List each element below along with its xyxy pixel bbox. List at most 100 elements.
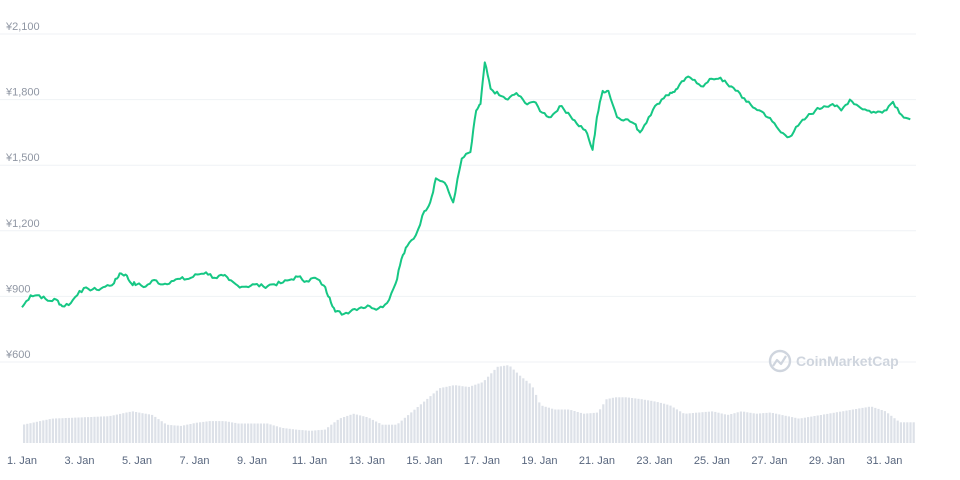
volume-bar (477, 383, 480, 443)
volume-bar (621, 397, 624, 443)
volume-bar (883, 411, 886, 443)
volume-bar (154, 416, 157, 443)
volume-bar (842, 411, 845, 443)
volume-bar (304, 430, 307, 443)
volume-bar (618, 397, 621, 443)
volume-bar (250, 423, 253, 443)
volume-bar (439, 388, 442, 443)
volume-bar (503, 365, 506, 443)
volume-bar (698, 412, 701, 443)
volume-bar (679, 411, 682, 443)
volume-bar (234, 422, 237, 443)
volume-bar (586, 413, 589, 443)
y-tick-label: ¥1,800 (5, 87, 40, 99)
volume-bar (787, 416, 790, 443)
volume-bar (253, 423, 256, 443)
volume-bar (803, 417, 806, 443)
volume-bar (445, 386, 448, 443)
volume-bar (707, 411, 710, 443)
volume-bar (224, 421, 227, 443)
volume-bar (691, 413, 694, 443)
x-tick-label: 5. Jan (122, 455, 152, 467)
volume-bar (723, 414, 726, 443)
volume-bar (71, 417, 74, 443)
volume-bar (122, 413, 125, 443)
volume-bar (400, 420, 403, 443)
volume-bar (531, 387, 534, 443)
volume-bar (301, 430, 304, 443)
volume-bar (704, 411, 707, 443)
x-tick-label: 1. Jan (7, 455, 37, 467)
volume-bar (90, 417, 93, 443)
y-tick-label: ¥600 (5, 349, 30, 361)
volume-bar (701, 412, 704, 443)
volume-bar (560, 409, 563, 443)
volume-bar (608, 398, 611, 443)
volume-bar (298, 429, 301, 443)
volume-bar (333, 422, 336, 443)
x-tick-label: 7. Jan (179, 455, 209, 467)
volume-bar (26, 423, 29, 443)
volume-bar (263, 423, 266, 443)
x-tick-label: 29. Jan (809, 455, 845, 467)
volume-bar (291, 429, 294, 443)
x-tick-label: 3. Jan (65, 455, 95, 467)
volume-bar (368, 418, 371, 443)
volume-bar (391, 424, 394, 443)
volume-bar (816, 415, 819, 443)
volume-bar (285, 428, 288, 443)
volume-bar (359, 415, 362, 443)
volume-bar (237, 423, 240, 443)
volume-bar (227, 421, 230, 443)
volume-bar (202, 421, 205, 443)
volume-bar (64, 418, 67, 443)
volume-bar (512, 369, 515, 443)
volume-bar (48, 419, 51, 443)
volume-bar (269, 424, 272, 443)
volume-bar (259, 423, 262, 443)
volume-bar (739, 411, 742, 443)
volume-bar (183, 425, 186, 443)
volume-bar (55, 418, 58, 443)
volume-bar (522, 378, 525, 443)
x-tick-label: 19. Jan (521, 455, 557, 467)
volume-bar (672, 407, 675, 443)
volume-bar (493, 369, 496, 443)
volume-bar (170, 425, 173, 443)
volume-bar (23, 424, 26, 443)
volume-bar (567, 409, 570, 443)
volume-bar (221, 421, 224, 443)
volume-bar (279, 427, 282, 443)
volume-bar (32, 422, 35, 443)
volume-bar (903, 422, 906, 443)
volume-bar (151, 414, 154, 443)
x-tick-label: 17. Jan (464, 455, 500, 467)
volume-bar (471, 385, 474, 443)
volume-bar (871, 406, 874, 443)
volume-bar (435, 390, 438, 443)
volume-bar (797, 418, 800, 443)
volume-bar (848, 410, 851, 443)
volume-bar (282, 428, 285, 443)
volume-bar (128, 411, 131, 443)
volume-bar (381, 424, 384, 443)
y-axis-tick-labels: ¥600 ¥900 ¥1,200 ¥1,500 ¥1,800 ¥2,100 (5, 21, 40, 361)
volume-bar (557, 409, 560, 443)
x-tick-label: 25. Jan (694, 455, 730, 467)
volume-bar (896, 420, 899, 443)
volume-bar (215, 421, 218, 443)
volume-bar (275, 426, 278, 443)
volume-bar (576, 412, 579, 443)
volume-bar (247, 423, 250, 443)
volume-bar (394, 424, 397, 443)
volume-bar (327, 427, 330, 443)
volume-bar (352, 413, 355, 443)
x-tick-label: 11. Jan (292, 455, 327, 467)
volume-bar (714, 411, 717, 443)
volume-bar (45, 419, 48, 443)
volume-bar (861, 407, 864, 443)
volume-bar (371, 419, 374, 443)
volume-bar (538, 402, 541, 443)
volume-bar (464, 386, 467, 443)
volume-bar (119, 413, 122, 443)
